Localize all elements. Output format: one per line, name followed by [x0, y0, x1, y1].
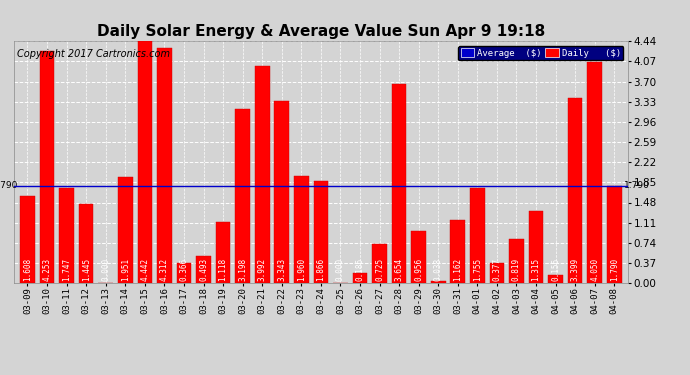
Text: 1.790: 1.790: [624, 181, 650, 190]
Bar: [451, 220, 465, 283]
Bar: [548, 274, 563, 283]
Bar: [177, 263, 191, 283]
Bar: [607, 186, 622, 283]
Text: 0.956: 0.956: [414, 258, 423, 282]
Text: 1.118: 1.118: [219, 258, 228, 282]
Text: 1.162: 1.162: [453, 258, 462, 282]
Text: Copyright 2017 Cartronics.com: Copyright 2017 Cartronics.com: [17, 48, 170, 58]
Bar: [20, 195, 34, 283]
Bar: [40, 51, 55, 283]
Bar: [470, 188, 484, 283]
Text: ←1.790: ←1.790: [0, 181, 18, 190]
Text: 3.343: 3.343: [277, 258, 286, 282]
Bar: [489, 262, 504, 283]
Bar: [294, 176, 308, 283]
Bar: [118, 177, 132, 283]
Text: 4.050: 4.050: [590, 258, 599, 282]
Bar: [216, 222, 230, 283]
Text: 4.253: 4.253: [43, 258, 52, 282]
Bar: [568, 98, 582, 283]
Text: 1.445: 1.445: [81, 258, 90, 282]
Text: 0.000: 0.000: [336, 258, 345, 282]
Bar: [137, 41, 152, 283]
Text: 3.654: 3.654: [395, 258, 404, 282]
Bar: [372, 244, 387, 283]
Bar: [587, 63, 602, 283]
Text: 1.608: 1.608: [23, 258, 32, 282]
Bar: [59, 188, 74, 283]
Text: 1.315: 1.315: [531, 258, 540, 282]
Text: 4.312: 4.312: [160, 258, 169, 282]
Text: 0.156: 0.156: [551, 258, 560, 282]
Bar: [509, 238, 524, 283]
Title: Daily Solar Energy & Average Value Sun Apr 9 19:18: Daily Solar Energy & Average Value Sun A…: [97, 24, 545, 39]
Bar: [79, 204, 94, 283]
Text: 3.992: 3.992: [257, 258, 266, 282]
Text: 1.960: 1.960: [297, 258, 306, 282]
Bar: [411, 231, 426, 283]
Text: 0.377: 0.377: [493, 258, 502, 282]
Legend: Average  ($), Daily   ($): Average ($), Daily ($): [458, 46, 623, 60]
Text: 1.866: 1.866: [316, 258, 326, 282]
Bar: [313, 182, 328, 283]
Text: 3.198: 3.198: [238, 258, 247, 282]
Bar: [255, 66, 270, 283]
Text: 3.399: 3.399: [571, 258, 580, 282]
Bar: [392, 84, 406, 283]
Text: 0.000: 0.000: [101, 258, 110, 282]
Bar: [235, 109, 250, 283]
Text: 0.366: 0.366: [179, 258, 188, 282]
Bar: [353, 273, 367, 283]
Text: 1.755: 1.755: [473, 258, 482, 282]
Text: 1.951: 1.951: [121, 258, 130, 282]
Text: 0.725: 0.725: [375, 258, 384, 282]
Text: 1.790: 1.790: [610, 258, 619, 282]
Text: 4.442: 4.442: [140, 258, 149, 282]
Bar: [529, 211, 543, 283]
Bar: [275, 101, 289, 283]
Bar: [196, 256, 211, 283]
Text: 0.819: 0.819: [512, 258, 521, 282]
Bar: [157, 48, 172, 283]
Text: 1.747: 1.747: [62, 258, 71, 282]
Text: 0.493: 0.493: [199, 258, 208, 282]
Text: 0.186: 0.186: [355, 258, 364, 282]
Bar: [431, 281, 446, 283]
Text: 0.038: 0.038: [434, 258, 443, 282]
